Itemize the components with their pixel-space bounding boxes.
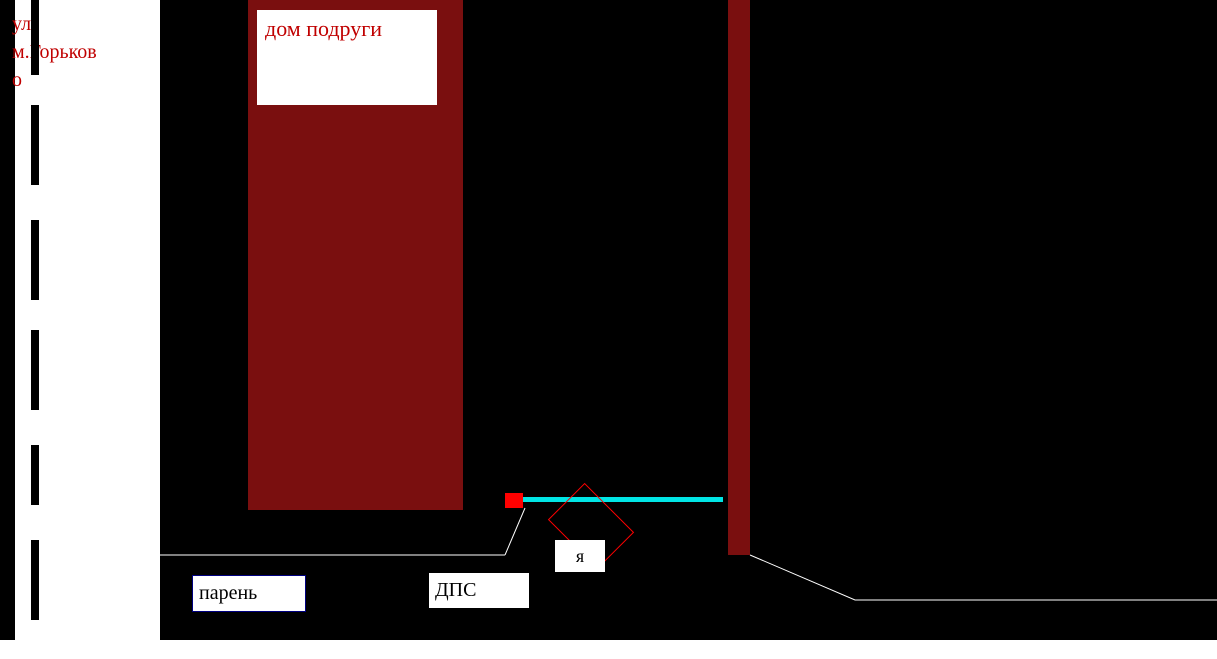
barrier-line <box>523 497 723 502</box>
right-wall <box>728 0 750 555</box>
dps-box: ДПС <box>428 572 530 609</box>
lane-dash <box>31 445 39 505</box>
street-label-line2: м.Горьков <box>12 38 112 66</box>
dps-label: ДПС <box>429 575 482 606</box>
lane-dash <box>31 330 39 410</box>
self-marker-label: я <box>576 546 584 567</box>
path-segment <box>750 555 1217 600</box>
lane-dash <box>31 220 39 300</box>
bottom-strip <box>0 640 1217 659</box>
diagram-stage: ул. м.Горьков о дом подруги я парень ДПС <box>0 0 1217 659</box>
path-lines <box>0 0 1217 659</box>
path-segment <box>505 508 525 555</box>
guy-box: парень <box>192 575 306 612</box>
street-label: ул. м.Горьков о <box>12 10 112 94</box>
guy-label: парень <box>193 578 263 609</box>
friend-house-label-box: дом подруги <box>257 10 437 105</box>
lane-dash <box>31 0 39 75</box>
barrier-post <box>505 493 523 508</box>
friend-house-label: дом подруги <box>257 10 437 48</box>
self-marker-box: я <box>555 540 605 572</box>
street-label-line3: о <box>12 66 112 94</box>
street-label-line1: ул. <box>12 10 112 38</box>
lane-dash <box>31 540 39 620</box>
lane-dash <box>31 105 39 185</box>
